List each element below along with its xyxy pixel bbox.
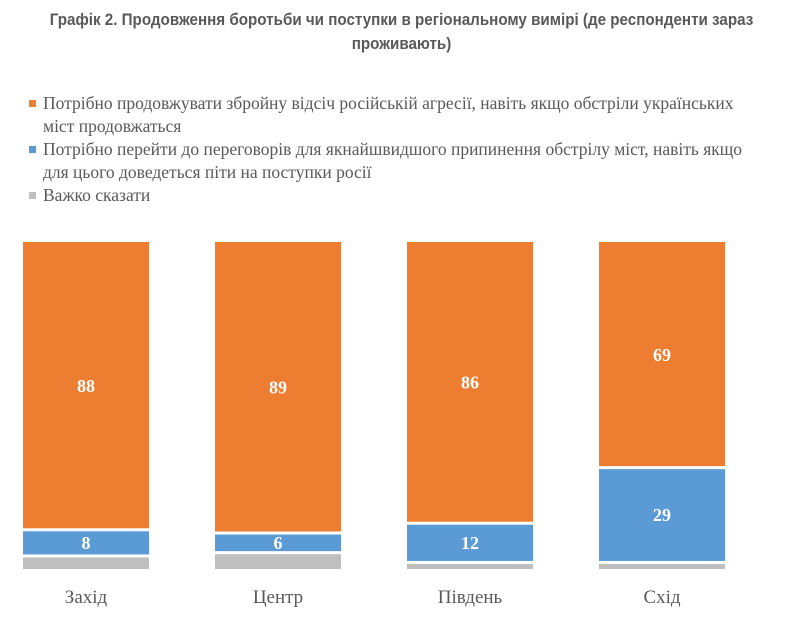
data-label: 8	[82, 533, 91, 553]
legend-swatch-orange	[29, 100, 36, 107]
legend-item-continue-fighting: Потрібно продовжувати збройну відсіч рос…	[26, 92, 746, 138]
bar-segment-Південь-series-2	[407, 563, 533, 569]
data-label: 29	[653, 505, 671, 525]
bar-segment-Центр-series-2	[215, 554, 341, 569]
data-label: 12	[461, 533, 479, 553]
category-label: Центр	[253, 587, 303, 608]
legend-label: Важко сказати	[43, 185, 151, 205]
data-label: 6	[274, 533, 283, 553]
legend-item-negotiations: Потрібно перейти до переговорів для якна…	[26, 138, 746, 184]
bar-segment-Центр-series-1	[215, 534, 341, 552]
bar-segment-Південь-series-0	[407, 242, 533, 522]
bar-segment-Захід-series-1	[23, 531, 149, 555]
legend-item-hard-to-say: Важко сказати	[26, 184, 746, 207]
bar-segment-Захід-series-2	[23, 557, 149, 569]
legend-swatch-blue	[29, 146, 36, 153]
category-label: Схід	[643, 587, 680, 608]
chart-title: Графік 2. Продовження боротьби чи поступ…	[49, 11, 754, 53]
bar-segment-Захід-series-0	[23, 242, 149, 529]
legend-label: Потрібно перейти до переговорів для якна…	[43, 139, 743, 182]
data-label: 89	[269, 378, 287, 398]
data-label: 69	[653, 345, 671, 365]
bar-segment-Схід-series-2	[599, 563, 725, 569]
data-label: 86	[461, 373, 479, 393]
category-label: Південь	[438, 587, 503, 608]
bar-segment-Схід-series-0	[599, 242, 725, 467]
category-label: Захід	[65, 587, 108, 608]
bar-segment-Схід-series-1	[599, 469, 725, 561]
chart-legend: Потрібно продовжувати збройну відсіч рос…	[26, 92, 746, 207]
bar-segment-Центр-series-0	[215, 242, 341, 532]
data-label: 88	[77, 376, 95, 396]
bar-segment-Південь-series-1	[407, 524, 533, 561]
legend-swatch-gray	[29, 192, 36, 199]
legend-label: Потрібно продовжувати збройну відсіч рос…	[43, 93, 734, 136]
